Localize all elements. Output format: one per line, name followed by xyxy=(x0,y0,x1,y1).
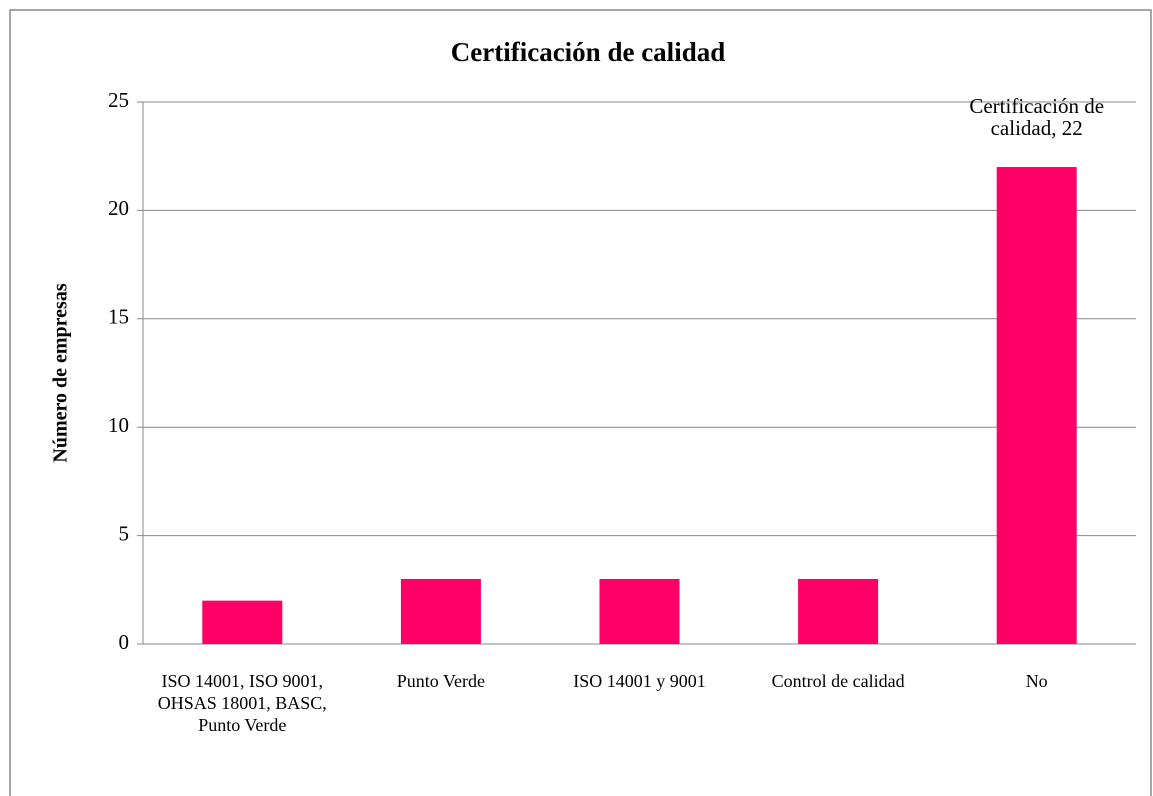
y-axis-label: Número de empresas xyxy=(50,283,72,462)
y-tick-label: 10 xyxy=(108,413,129,437)
y-tick-label: 25 xyxy=(108,88,129,112)
bar xyxy=(798,578,879,644)
bar xyxy=(202,600,283,644)
chart-title: Certificación de calidad xyxy=(451,37,725,67)
x-tick-label: Punto Verde xyxy=(396,671,485,691)
x-tick-label: ISO 14001, ISO 9001, OHSAS 18001, BASC, … xyxy=(157,671,327,735)
bar xyxy=(599,578,680,644)
bar xyxy=(400,578,481,644)
x-tick-label: Control de calidad xyxy=(771,671,905,691)
y-tick-label: 0 xyxy=(119,630,130,654)
bar xyxy=(996,167,1077,645)
y-tick-label: 5 xyxy=(119,521,130,545)
x-tick-label: No xyxy=(1025,671,1048,691)
chart-border xyxy=(9,9,1152,796)
y-tick-label: 20 xyxy=(108,196,129,220)
x-tick-label: ISO 14001 y 9001 xyxy=(573,671,706,691)
data-label: Certificación de calidad, 22 xyxy=(969,94,1105,141)
y-tick-label: 15 xyxy=(108,305,129,329)
